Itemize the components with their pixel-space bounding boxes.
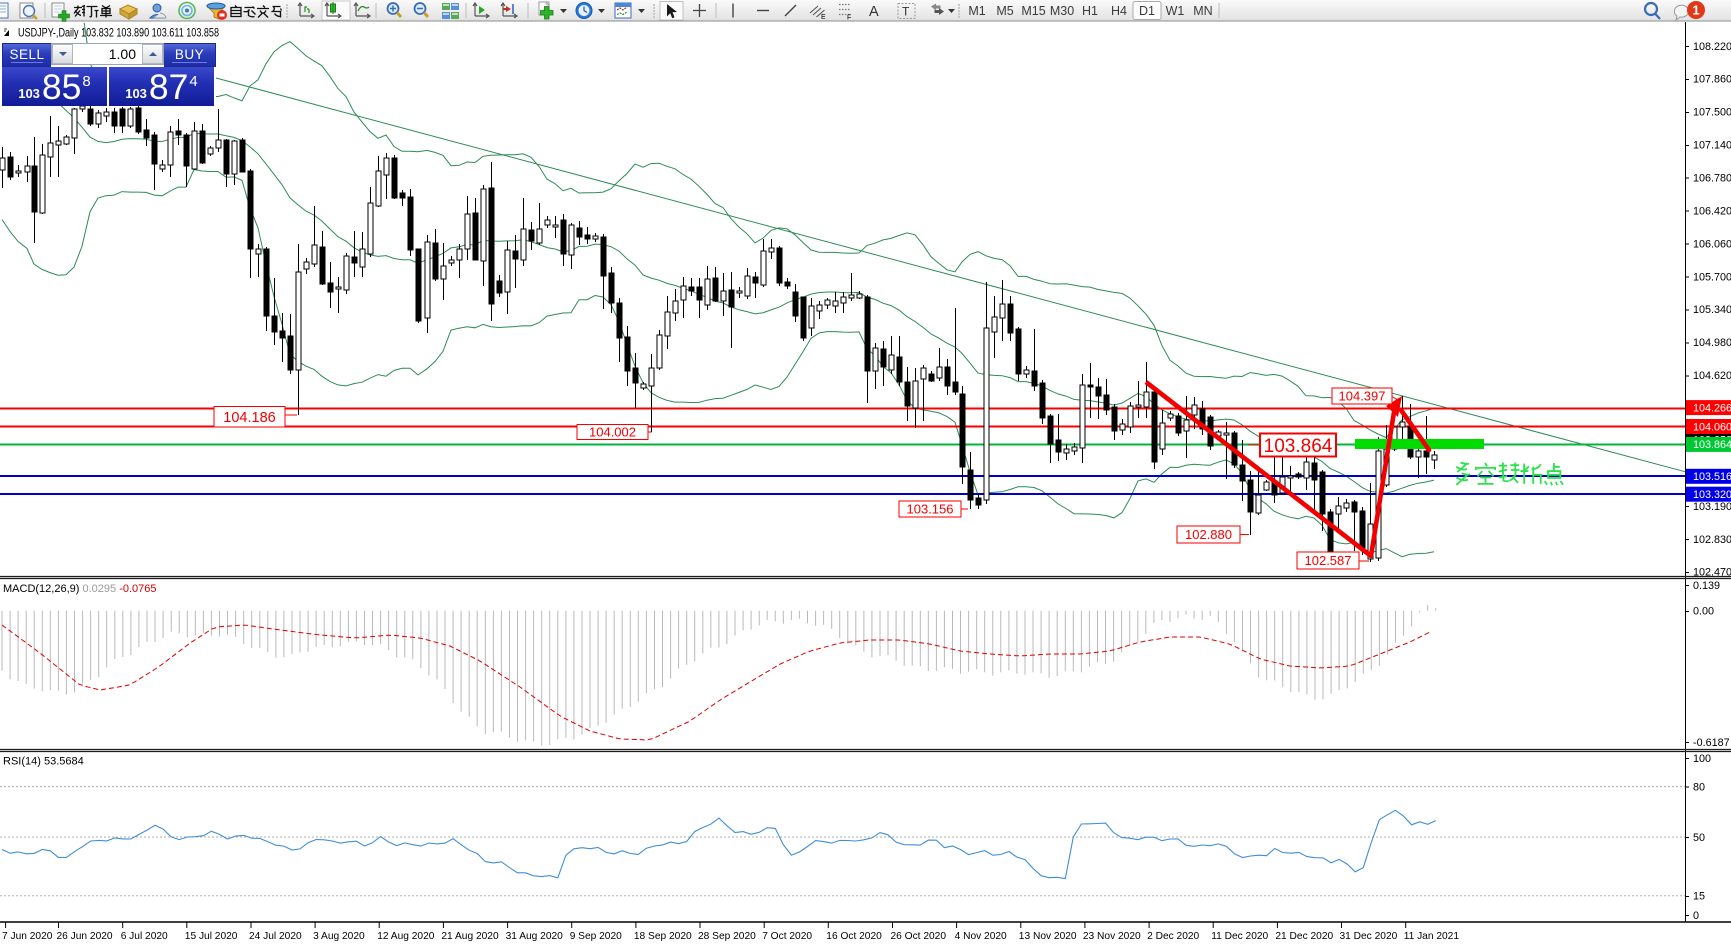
svg-text:A: A (869, 4, 879, 20)
svg-text:26 Jun 2020: 26 Jun 2020 (57, 931, 113, 942)
svg-text:102.470: 102.470 (1693, 567, 1731, 579)
svg-text:108.220: 108.220 (1693, 41, 1731, 53)
svg-text:4 Nov 2020: 4 Nov 2020 (955, 931, 1007, 942)
svg-text:0.139: 0.139 (1693, 580, 1720, 592)
svg-text:M5: M5 (996, 4, 1013, 18)
svg-text:103.864: 103.864 (1693, 439, 1731, 451)
svg-text:MACD(12,26,9) 0.0295 -0.0765: MACD(12,26,9) 0.0295 -0.0765 (3, 583, 157, 595)
svg-text:103.320: 103.320 (1693, 489, 1731, 501)
svg-text:F: F (847, 15, 851, 22)
svg-text:2 Dec 2020: 2 Dec 2020 (1147, 931, 1199, 942)
svg-text:31 Dec 2020: 31 Dec 2020 (1340, 931, 1398, 942)
svg-text:-0.6187: -0.6187 (1693, 737, 1730, 749)
svg-text:106.060: 106.060 (1693, 238, 1731, 250)
svg-text:103.190: 103.190 (1693, 501, 1731, 513)
svg-text:7 Jun 2020: 7 Jun 2020 (2, 931, 53, 942)
svg-text:107.860: 107.860 (1693, 74, 1731, 86)
svg-text:18 Sep 2020: 18 Sep 2020 (634, 931, 692, 942)
svg-text:104.266: 104.266 (1693, 402, 1731, 414)
svg-text:105.700: 105.700 (1693, 271, 1731, 283)
svg-text:28 Sep 2020: 28 Sep 2020 (698, 931, 756, 942)
svg-text:12 Aug 2020: 12 Aug 2020 (377, 931, 435, 942)
svg-text:T: T (902, 5, 910, 19)
svg-text:104.060: 104.060 (1693, 421, 1731, 433)
svg-text:103.516: 103.516 (1693, 471, 1731, 483)
svg-text:100: 100 (1693, 753, 1711, 765)
svg-text:104.397: 104.397 (1339, 389, 1386, 404)
svg-text:11 Dec 2020: 11 Dec 2020 (1211, 931, 1268, 942)
svg-text:15 Jul 2020: 15 Jul 2020 (185, 931, 238, 942)
svg-text:31 Aug 2020: 31 Aug 2020 (506, 931, 564, 942)
svg-text:102.587: 102.587 (1305, 553, 1352, 568)
svg-text:3 Aug 2020: 3 Aug 2020 (313, 931, 365, 942)
svg-text:M15: M15 (1021, 4, 1045, 18)
svg-text:102.880: 102.880 (1185, 527, 1232, 542)
svg-text:6 Jul 2020: 6 Jul 2020 (121, 931, 168, 942)
svg-text:H4: H4 (1111, 4, 1127, 18)
svg-text:23 Nov 2020: 23 Nov 2020 (1083, 931, 1141, 942)
svg-text:106.780: 106.780 (1693, 173, 1731, 185)
svg-text:26 Oct 2020: 26 Oct 2020 (891, 931, 947, 942)
svg-text:M30: M30 (1050, 4, 1074, 18)
svg-text:0: 0 (1693, 910, 1699, 922)
svg-text:107.140: 107.140 (1693, 140, 1731, 152)
svg-text:103.156: 103.156 (907, 502, 954, 517)
svg-text:104.186: 104.186 (223, 410, 275, 426)
svg-text:W1: W1 (1166, 4, 1185, 18)
svg-text:105.340: 105.340 (1693, 304, 1731, 316)
svg-text:106.420: 106.420 (1693, 205, 1731, 217)
svg-text:M1: M1 (968, 4, 985, 18)
svg-text:1: 1 (1692, 3, 1699, 18)
svg-text:MN: MN (1193, 4, 1212, 18)
svg-text:104.980: 104.980 (1693, 337, 1731, 349)
svg-text:D1: D1 (1139, 4, 1155, 18)
svg-text:24 Jul 2020: 24 Jul 2020 (249, 931, 302, 942)
svg-text:103.864: 103.864 (1264, 436, 1333, 457)
svg-text:15: 15 (1693, 891, 1705, 903)
svg-text:USDJPY-,Daily 103.832 103.890: USDJPY-,Daily 103.832 103.890 103.611 10… (18, 27, 219, 40)
svg-text:16 Oct 2020: 16 Oct 2020 (826, 931, 882, 942)
svg-text:7 Oct 2020: 7 Oct 2020 (762, 931, 812, 942)
svg-text:104.620: 104.620 (1693, 370, 1731, 382)
svg-text:9 Sep 2020: 9 Sep 2020 (570, 931, 622, 942)
svg-text:E: E (821, 14, 826, 21)
svg-text:21 Dec 2020: 21 Dec 2020 (1275, 931, 1333, 942)
svg-text:0.00: 0.00 (1693, 606, 1714, 618)
svg-text:80: 80 (1693, 781, 1705, 793)
svg-text:11 Jan 2021: 11 Jan 2021 (1404, 931, 1460, 942)
svg-text:50: 50 (1693, 832, 1705, 844)
svg-text:H1: H1 (1082, 4, 1098, 18)
svg-text:104.002: 104.002 (589, 425, 636, 440)
svg-text:13 Nov 2020: 13 Nov 2020 (1019, 931, 1077, 942)
svg-text:21 Aug 2020: 21 Aug 2020 (441, 931, 499, 942)
svg-text:107.500: 107.500 (1693, 107, 1731, 119)
svg-text:RSI(14) 53.5684: RSI(14) 53.5684 (3, 756, 84, 768)
svg-text:102.830: 102.830 (1693, 534, 1731, 546)
